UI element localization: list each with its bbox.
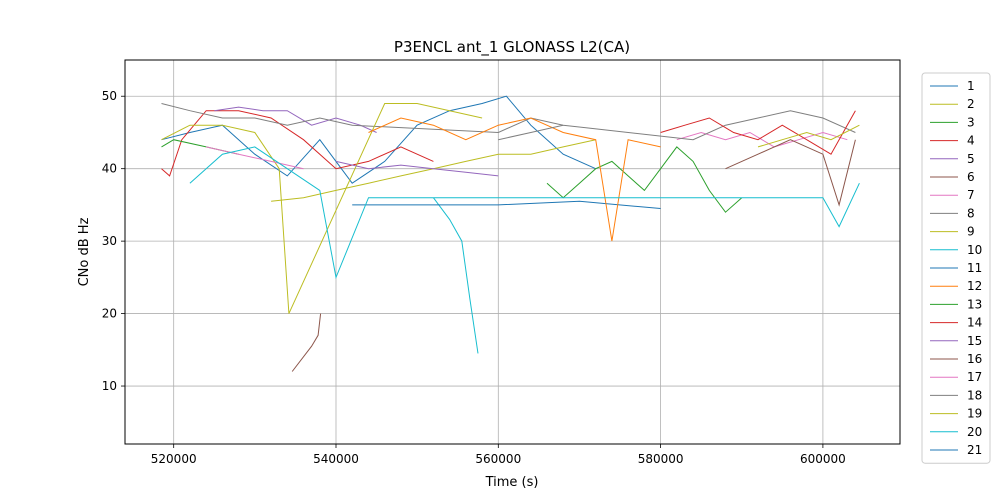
legend-label: 20: [967, 425, 982, 439]
legend-label: 21: [967, 443, 982, 457]
series-line-12: [368, 117, 661, 242]
legend-label: 10: [967, 243, 982, 257]
legend-label: 1: [967, 79, 975, 93]
y-tick-label: 20: [102, 307, 117, 321]
y-axis-label: CNo dB Hz: [77, 217, 92, 286]
series-line-20: [189, 146, 860, 280]
legend-label: 15: [967, 334, 982, 348]
series-line-18: [498, 124, 564, 141]
series-line-8: [161, 103, 856, 141]
y-axis: 10 20 30 40 50: [102, 89, 125, 393]
legend-label: 3: [967, 115, 975, 129]
legend-label: 9: [967, 225, 975, 239]
y-tick-label: 50: [102, 89, 117, 103]
legend-label: 17: [967, 370, 982, 384]
series-line-19: [757, 124, 860, 148]
legend-label: 12: [967, 279, 982, 293]
legend-label: 8: [967, 206, 975, 220]
series-line-4: [161, 110, 434, 177]
legend-label: 5: [967, 152, 975, 166]
series-line-16: [725, 139, 856, 207]
y-tick-label: 30: [102, 234, 117, 248]
x-tick-label: 600000: [800, 452, 846, 466]
series-line-15: [335, 160, 499, 177]
legend-label: 11: [967, 261, 982, 275]
legend-label: 6: [967, 170, 975, 184]
grid: [125, 60, 900, 444]
series-layer: [161, 95, 860, 372]
series-line-10: [432, 197, 479, 354]
legend-label: 13: [967, 297, 982, 311]
y-tick-label: 40: [102, 162, 117, 176]
series-line-17: [206, 146, 304, 170]
chart-title: P3ENCL ant_1 GLONASS L2(CA): [394, 38, 630, 57]
series-line-14: [660, 110, 856, 155]
x-tick-label: 560000: [475, 452, 521, 466]
x-tick-label: 540000: [313, 452, 359, 466]
legend-label: 7: [967, 188, 975, 202]
legend-label: 2: [967, 97, 975, 111]
series-line-6: [291, 313, 322, 372]
y-tick-label: 10: [102, 379, 117, 393]
series-line-9: [161, 103, 483, 314]
series-line-11: [352, 200, 661, 209]
series-line-7: [676, 131, 848, 148]
legend-label: 16: [967, 352, 982, 366]
series-line-1: [161, 95, 596, 184]
legend-label: 4: [967, 134, 975, 148]
legend-label: 14: [967, 316, 982, 330]
x-axis: 520000 540000 560000 580000 600000: [151, 444, 846, 466]
series-line-5: [214, 106, 377, 133]
plot-frame: [124, 59, 901, 445]
legend-label: 19: [967, 407, 982, 421]
x-tick-label: 520000: [151, 452, 197, 466]
x-axis-label: Time (s): [485, 475, 539, 490]
series-line-3: [546, 146, 743, 213]
x-tick-label: 580000: [638, 452, 684, 466]
legend-label: 18: [967, 388, 982, 402]
